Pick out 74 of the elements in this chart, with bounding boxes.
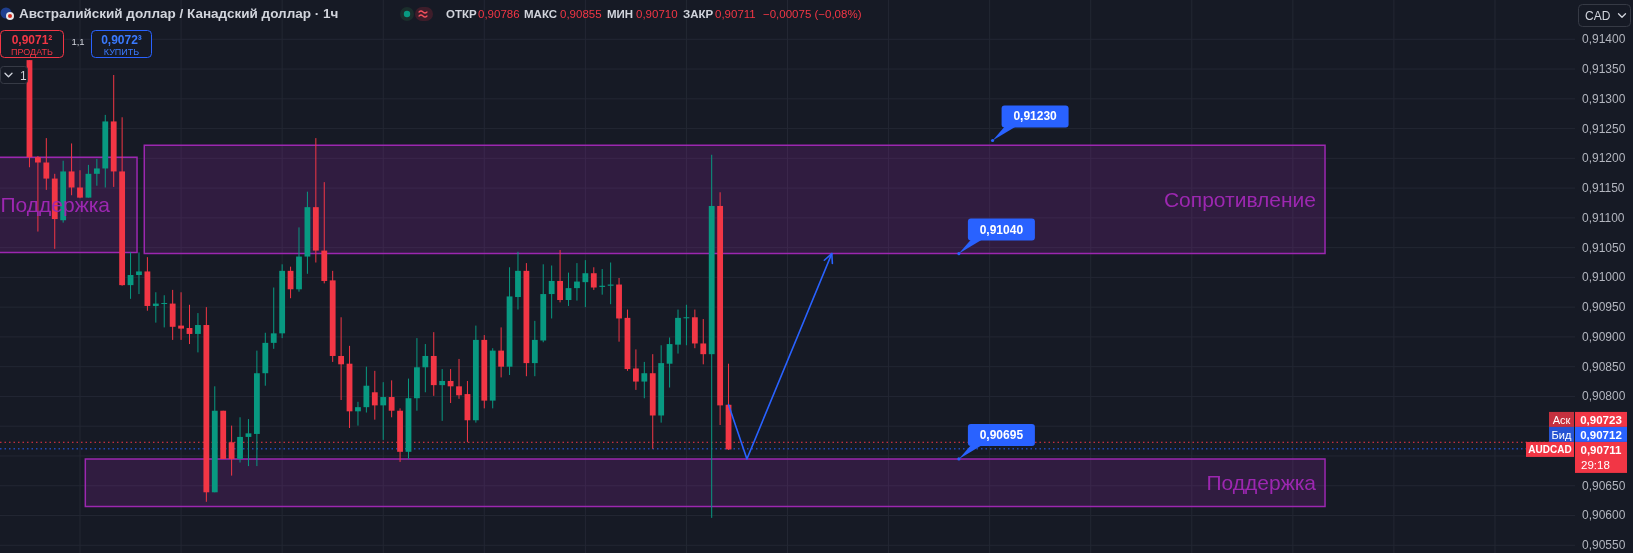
candlestick xyxy=(178,291,184,341)
candlestick xyxy=(700,318,707,365)
y-tick-label: 0,91050 xyxy=(1582,240,1626,255)
y-tick-label: 0,91350 xyxy=(1582,62,1626,77)
y-tick-label: 0,91200 xyxy=(1582,151,1626,166)
candlestick xyxy=(548,264,555,319)
candlestick xyxy=(439,368,446,422)
candlestick xyxy=(590,266,597,291)
candlestick xyxy=(641,361,648,399)
candlestick xyxy=(363,366,370,414)
candlestick xyxy=(582,259,589,308)
annotation: ЗАКР xyxy=(683,8,714,20)
candlestick xyxy=(136,251,142,295)
annotation: 0,91230 xyxy=(1013,109,1058,124)
annotation: МАКС xyxy=(524,8,558,20)
annotation: 0,90855 xyxy=(560,8,602,20)
annotation: ОТКР xyxy=(446,8,477,20)
annotation: 0,9072³ xyxy=(101,33,142,47)
candlestick xyxy=(371,370,378,421)
y-tick-label: 0,91100 xyxy=(1582,210,1625,225)
candlestick xyxy=(498,326,505,378)
candlestick xyxy=(338,316,345,401)
text: 29:18 xyxy=(1581,458,1610,471)
annotation: 0,90710 xyxy=(636,8,678,20)
candlestick xyxy=(195,312,201,353)
candlestick xyxy=(77,169,83,199)
y-tick-label: 0,91400 xyxy=(1582,32,1626,47)
candlestick xyxy=(531,320,538,377)
y-tick-label: 0,90900 xyxy=(1582,329,1626,344)
text: Австралийский доллар / Канадский доллар · 1ч xyxy=(19,6,339,21)
band-label: Поддержка xyxy=(1206,471,1317,495)
y-tick-label: 0,91300 xyxy=(1582,91,1626,106)
annotation: 1 xyxy=(20,68,27,83)
y-tick-label: 0,91150 xyxy=(1582,181,1625,196)
annotation: −0,00075 (−0,08%) xyxy=(763,8,862,20)
candlestick xyxy=(270,287,277,350)
y-tick-label: 0,90600 xyxy=(1582,508,1626,523)
candlestick xyxy=(388,379,395,418)
candlestick xyxy=(237,416,243,464)
text: 0,90723 xyxy=(1580,413,1622,426)
annotation: 0,90786 xyxy=(478,8,520,20)
candlestick xyxy=(447,368,454,404)
text: 0,90712 xyxy=(1580,428,1622,441)
candlestick xyxy=(169,289,176,341)
candlestick xyxy=(245,418,252,467)
y-tick-label: 0,90850 xyxy=(1582,359,1626,374)
candlestick xyxy=(355,401,361,427)
candlestick xyxy=(422,343,429,393)
annotation: 0,90695 xyxy=(979,427,1024,442)
text: CAD xyxy=(1585,8,1611,23)
y-tick-label: 0,90950 xyxy=(1582,300,1626,315)
candlestick xyxy=(380,381,387,441)
candlestick xyxy=(574,262,580,302)
annotation: ПРОДАТЬ xyxy=(11,47,54,57)
band-label: Сопротивление xyxy=(1163,187,1317,211)
annotation: КУПИТЬ xyxy=(103,47,140,57)
text: 0,90711 xyxy=(1580,443,1623,456)
annotation: МИН xyxy=(607,8,634,20)
candlestick xyxy=(557,249,563,303)
y-tick-label: 0,91000 xyxy=(1582,270,1626,285)
candlestick xyxy=(161,294,168,328)
y-tick-label: 0,90550 xyxy=(1582,538,1626,553)
candlestick xyxy=(632,348,639,391)
annotation: 0,91040 xyxy=(979,222,1024,237)
candlestick xyxy=(43,137,50,191)
candlestick xyxy=(456,358,462,400)
y-tick-label: 0,90650 xyxy=(1582,478,1626,493)
candlestick xyxy=(68,142,75,196)
annotation: 0,90711 xyxy=(715,8,756,20)
annotation: 1,1 xyxy=(71,36,85,47)
annotation: 0,9071² xyxy=(11,33,53,47)
candlestick xyxy=(93,158,100,187)
y-tick-label: 0,90800 xyxy=(1582,389,1626,404)
y-tick-label: 0,91250 xyxy=(1582,121,1626,136)
